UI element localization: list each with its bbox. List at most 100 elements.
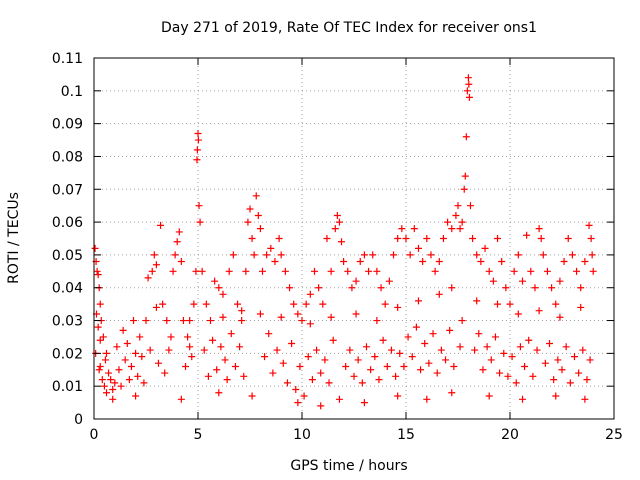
data-point	[448, 225, 456, 233]
data-point	[348, 284, 356, 292]
data-point	[556, 277, 564, 285]
data-point	[535, 307, 543, 315]
data-point	[385, 277, 393, 285]
data-point	[167, 333, 175, 341]
data-point	[219, 313, 227, 321]
data-point	[429, 330, 437, 338]
data-point	[175, 228, 183, 236]
data-point	[338, 238, 346, 246]
y-tick-label: 0.08	[52, 149, 83, 165]
data-point	[169, 267, 177, 275]
data-point	[200, 346, 208, 354]
data-point	[535, 225, 543, 233]
data-point	[410, 225, 418, 233]
data-point	[506, 300, 514, 308]
data-point	[423, 395, 431, 403]
data-point	[150, 251, 158, 259]
data-point	[342, 362, 350, 370]
data-point	[136, 333, 144, 341]
data-point	[142, 317, 150, 325]
data-point	[579, 346, 587, 354]
y-tick-labels: 0 0.01 0.02 0.03 0.04 0.05 0.06 0.07 0.08 0.09 0.1…	[52, 51, 83, 428]
data-point	[450, 362, 458, 370]
data-point	[281, 267, 289, 275]
x-tick-label: 10	[293, 427, 311, 443]
data-point	[300, 392, 308, 400]
data-point	[481, 244, 489, 252]
y-tick-label: 0.11	[52, 51, 83, 67]
data-point	[568, 251, 576, 259]
data-point	[154, 359, 162, 367]
data-point	[242, 267, 250, 275]
data-point	[421, 340, 429, 348]
data-point	[431, 267, 439, 275]
data-point	[144, 274, 152, 282]
data-point	[516, 343, 524, 351]
data-point	[552, 300, 560, 308]
data-point	[523, 231, 531, 239]
data-point	[132, 349, 140, 357]
data-point	[588, 251, 596, 259]
data-point	[525, 336, 533, 344]
data-point	[130, 317, 138, 325]
data-point	[335, 218, 343, 226]
data-point	[452, 212, 460, 220]
data-point	[163, 317, 171, 325]
grid	[94, 58, 614, 419]
data-point	[94, 323, 102, 331]
data-point	[215, 284, 223, 292]
data-point	[373, 317, 381, 325]
data-point	[406, 251, 414, 259]
data-point	[96, 336, 104, 344]
data-point	[390, 251, 398, 259]
data-point	[577, 284, 585, 292]
data-point	[267, 244, 275, 252]
data-point	[182, 362, 190, 370]
data-point	[184, 333, 192, 341]
data-point	[346, 346, 354, 354]
data-point	[562, 343, 570, 351]
data-point	[186, 343, 194, 351]
data-point	[589, 267, 597, 275]
y-tick-label: 0.1	[61, 84, 83, 100]
data-point	[362, 343, 370, 351]
data-point	[360, 399, 368, 407]
x-tick-label: 15	[397, 427, 415, 443]
x-axis-label: GPS time / hours	[290, 458, 407, 474]
data-point	[306, 320, 314, 328]
data-point	[335, 395, 343, 403]
data-point	[456, 225, 464, 233]
data-point	[352, 310, 360, 318]
data-point	[498, 257, 506, 265]
data-point	[531, 284, 539, 292]
data-point	[462, 133, 470, 141]
x-tick-label: 5	[194, 427, 203, 443]
data-point	[560, 257, 568, 265]
data-point	[248, 392, 256, 400]
data-point	[179, 317, 187, 325]
data-point	[469, 235, 477, 242]
data-point	[206, 317, 214, 325]
data-point	[541, 359, 549, 367]
data-point	[96, 362, 104, 370]
data-point	[392, 372, 400, 380]
data-point	[381, 300, 389, 308]
data-point	[223, 376, 231, 384]
data-point	[279, 359, 287, 367]
data-point	[148, 267, 156, 275]
data-point	[514, 251, 522, 259]
x-tick-label: 0	[90, 427, 99, 443]
data-point	[254, 212, 262, 220]
y-tick-label: 0.03	[52, 314, 83, 330]
data-point	[327, 267, 335, 275]
data-point	[286, 284, 294, 292]
data-point	[127, 362, 135, 370]
data-point	[123, 340, 131, 348]
data-point	[229, 251, 237, 259]
data-point	[375, 376, 383, 384]
data-point	[315, 284, 323, 292]
data-point	[527, 267, 535, 275]
data-point	[177, 257, 185, 265]
data-point	[586, 356, 594, 364]
